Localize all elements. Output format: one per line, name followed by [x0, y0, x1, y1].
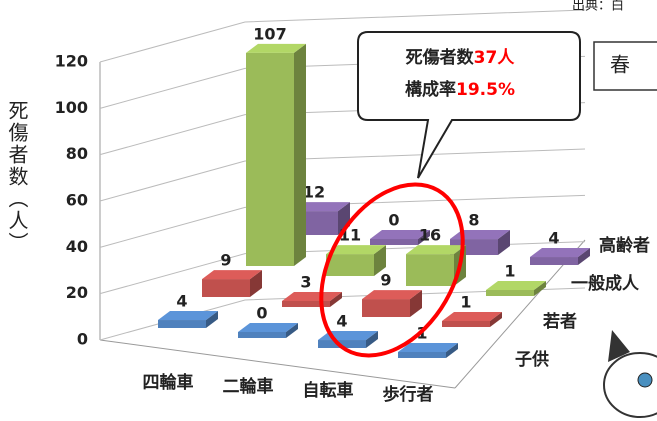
side-box-text: 春	[610, 53, 630, 77]
y-tick-label: 20	[66, 283, 88, 302]
value-label: 0	[388, 211, 399, 230]
mascot-eye	[638, 373, 652, 387]
bar-front	[530, 257, 578, 265]
chart: 020406080100120四輪車二輪車自転車歩行者子供若者一般成人高齢者 1…	[0, 0, 657, 421]
bar-front	[238, 332, 286, 338]
y-tick-label: 120	[55, 52, 88, 71]
value-label: 4	[176, 292, 187, 311]
x-tick-label: 自転車	[303, 380, 354, 401]
x-tick-label: 四輪車	[143, 372, 194, 393]
value-label: 107	[253, 24, 286, 43]
bar-front	[398, 352, 446, 358]
y-tick-label: 40	[66, 237, 88, 256]
callout-line1: 死傷者数37人	[406, 47, 516, 68]
y-tick-label: 100	[55, 98, 88, 117]
value-label: 4	[548, 229, 559, 248]
bar-front	[158, 320, 206, 328]
y-axis-title: 死傷者数（人）	[6, 100, 28, 254]
grid-line	[100, 149, 585, 201]
value-label: 1	[460, 293, 471, 312]
bar-front	[370, 239, 418, 245]
callout-line2: 構成率19.5%	[405, 79, 515, 100]
bar-front	[326, 254, 374, 276]
value-label: 12	[303, 183, 325, 202]
bar	[326, 245, 386, 276]
y-tick-label: 60	[66, 191, 88, 210]
bar	[158, 311, 218, 328]
bar	[486, 281, 546, 296]
value-label: 4	[336, 312, 347, 331]
page: 020406080100120四輪車二輪車自転車歩行者子供若者一般成人高齢者 1…	[0, 0, 657, 421]
bar-front	[486, 290, 534, 296]
bar	[238, 323, 298, 338]
value-label: 9	[380, 271, 391, 290]
bar	[362, 290, 422, 317]
callout-text: 構成率	[405, 79, 456, 100]
bar-front	[246, 53, 294, 266]
bar-front	[406, 254, 454, 286]
value-label: 3	[300, 273, 311, 292]
callout-number: 37人	[474, 48, 516, 68]
value-label: 9	[220, 251, 231, 270]
series-label: 高齢者	[599, 235, 650, 256]
bar	[318, 331, 378, 348]
value-label: 16	[419, 226, 441, 245]
bar	[442, 312, 502, 327]
bar	[246, 44, 306, 266]
callout-number: 19.5%	[456, 80, 515, 100]
bar	[530, 248, 590, 265]
x-tick-label: 二輪車	[223, 376, 274, 397]
bar	[282, 292, 342, 307]
value-label: 1	[504, 262, 515, 281]
series-label: 若者	[542, 311, 577, 332]
value-label: 0	[256, 304, 267, 323]
y-tick-label: 80	[66, 144, 88, 163]
callout-text: 死傷者数	[406, 47, 475, 68]
value-label: 8	[468, 211, 479, 230]
x-tick-label: 歩行者	[383, 384, 434, 405]
bar-front	[362, 299, 410, 317]
series-label: 一般成人	[571, 273, 640, 294]
bar	[202, 270, 262, 297]
source-note: 出典：白	[572, 0, 624, 14]
bar-front	[202, 279, 250, 297]
y-tick-label: 0	[77, 330, 88, 349]
bar-side	[294, 44, 306, 266]
series-label: 子供	[515, 349, 549, 370]
bar-front	[442, 321, 490, 327]
mascot	[604, 330, 657, 417]
